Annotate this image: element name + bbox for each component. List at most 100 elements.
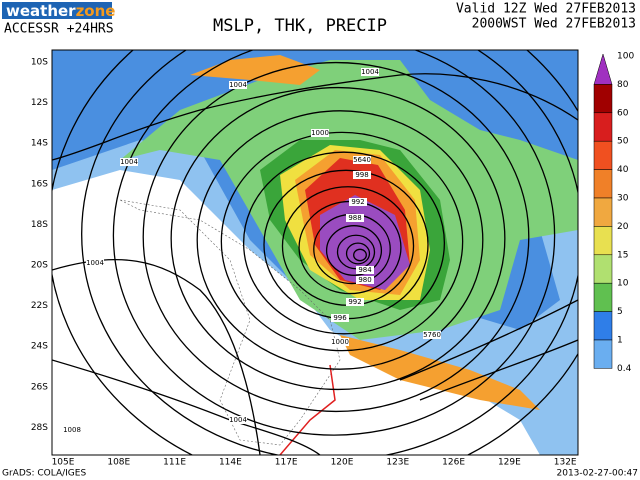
isobar-label-bg bbox=[356, 276, 374, 284]
lat-label: 14S bbox=[31, 139, 48, 149]
thickness-5760 bbox=[279, 364, 336, 455]
isobar bbox=[52, 73, 578, 161]
colorbar-label: 80 bbox=[617, 80, 629, 90]
lat-label: 24S bbox=[31, 342, 48, 352]
isobar-label-bg bbox=[229, 416, 247, 424]
isobar-label: 1008 bbox=[63, 426, 81, 434]
colorbar-label: 20 bbox=[617, 222, 629, 232]
colorbar-label: 40 bbox=[617, 165, 629, 175]
isobar-label: 996 bbox=[333, 314, 347, 322]
isobar bbox=[242, 151, 446, 335]
colorbar-cell bbox=[593, 84, 613, 114]
isobar-label: 1000 bbox=[311, 129, 329, 137]
isobar-label: 1004 bbox=[229, 81, 247, 89]
isobar-label: 984 bbox=[358, 266, 372, 274]
coastline bbox=[119, 199, 341, 446]
logo-box bbox=[2, 2, 112, 19]
isobar-label-bg bbox=[353, 156, 371, 164]
isobars bbox=[52, 50, 578, 455]
isobar-label: 5760 bbox=[423, 331, 441, 339]
map-frame bbox=[51, 49, 579, 456]
lat-label: 20S bbox=[31, 261, 48, 271]
isobar bbox=[170, 86, 506, 391]
lat-label: 16S bbox=[31, 179, 48, 189]
isobar-label: 988 bbox=[348, 214, 361, 222]
isobar-label-bg bbox=[331, 314, 349, 322]
isobar-label: 992 bbox=[348, 298, 361, 306]
isobar bbox=[345, 242, 371, 265]
valid-time: Valid 12Z Wed 27FEB2013 bbox=[456, 2, 636, 17]
colorbar-label: 60 bbox=[617, 108, 629, 118]
isobar-label-bg bbox=[120, 158, 138, 166]
isobar-label: 1004 bbox=[361, 68, 379, 76]
lon-label: 123E bbox=[386, 458, 409, 468]
isobar-label-bg bbox=[349, 198, 367, 206]
colorbar-cell bbox=[593, 226, 613, 256]
isobar bbox=[353, 248, 367, 262]
lon-label: 108E bbox=[107, 458, 130, 468]
isobar-label: 1004 bbox=[86, 259, 104, 267]
isobar bbox=[399, 299, 578, 381]
colorbar-cell bbox=[593, 282, 613, 312]
isobar-label-bg bbox=[346, 214, 364, 222]
colorbar-cell bbox=[593, 339, 613, 369]
colorbar-cell bbox=[593, 169, 613, 199]
isobar bbox=[112, 50, 556, 436]
isobar-label-bg bbox=[86, 259, 104, 267]
lon-label: 126E bbox=[442, 458, 465, 468]
lon-label: 114E bbox=[219, 458, 242, 468]
precip-north bbox=[190, 55, 320, 85]
colorbar-label: 30 bbox=[617, 194, 629, 204]
lon-label: 120E bbox=[331, 458, 354, 468]
colorbar-label: 5 bbox=[617, 307, 623, 317]
isobar bbox=[419, 339, 578, 401]
colorbar-label: 10 bbox=[617, 279, 629, 289]
isobar-label-bg bbox=[311, 129, 329, 137]
colorbar-cell bbox=[593, 311, 613, 341]
isobar-label: 1004 bbox=[120, 158, 138, 166]
isobar-label-bg bbox=[331, 338, 349, 346]
isobar bbox=[325, 225, 383, 276]
colorbar-cell bbox=[593, 197, 613, 227]
lon-label: 132E bbox=[554, 458, 577, 468]
lon-label: 129E bbox=[498, 458, 521, 468]
colorbar-label: 0.4 bbox=[617, 364, 632, 374]
isobar-label: 992 bbox=[351, 198, 364, 206]
isobar-label-bg bbox=[361, 68, 379, 76]
map-area bbox=[52, 50, 578, 455]
isobar bbox=[52, 259, 261, 455]
isobar-label-bg bbox=[423, 331, 441, 339]
precip-band bbox=[340, 335, 540, 410]
lat-label: 28S bbox=[31, 423, 48, 433]
isobar bbox=[196, 110, 484, 370]
colorbar-label: 1 bbox=[617, 336, 623, 346]
colorbar-label: 15 bbox=[617, 250, 628, 260]
isobar-label-bg bbox=[346, 298, 364, 306]
isobar bbox=[81, 50, 578, 455]
logo-weather: weatherzone bbox=[6, 2, 115, 20]
isobar-label-bg bbox=[353, 171, 371, 179]
colorbar-cell bbox=[593, 254, 613, 284]
footer-left: GrADS: COLA/IGES bbox=[2, 469, 86, 479]
lat-label: 10S bbox=[31, 58, 48, 68]
lon-label: 111E bbox=[163, 458, 186, 468]
isobar bbox=[52, 359, 321, 455]
lon-label: 117E bbox=[275, 458, 298, 468]
local-time: 2000WST Wed 27FEB2013 bbox=[472, 17, 636, 32]
model-label: ACCESSR +24HRS bbox=[4, 22, 114, 37]
colorbar-label: 100 bbox=[617, 52, 634, 62]
colorbar-label: 50 bbox=[617, 137, 629, 147]
colorbar-cell bbox=[593, 112, 613, 142]
isobar bbox=[142, 61, 530, 413]
isobar-label: 998 bbox=[355, 171, 368, 179]
colorbar-cell bbox=[593, 140, 613, 170]
map-title: MSLP, THK, PRECIP bbox=[213, 16, 387, 36]
lat-label: 26S bbox=[31, 382, 48, 392]
isobar-label-bg bbox=[356, 266, 374, 274]
isobar-label: 5640 bbox=[353, 156, 371, 164]
isobar-label: 1000 bbox=[331, 338, 349, 346]
isobar-label: 980 bbox=[358, 276, 371, 284]
lat-label: 12S bbox=[31, 98, 48, 108]
